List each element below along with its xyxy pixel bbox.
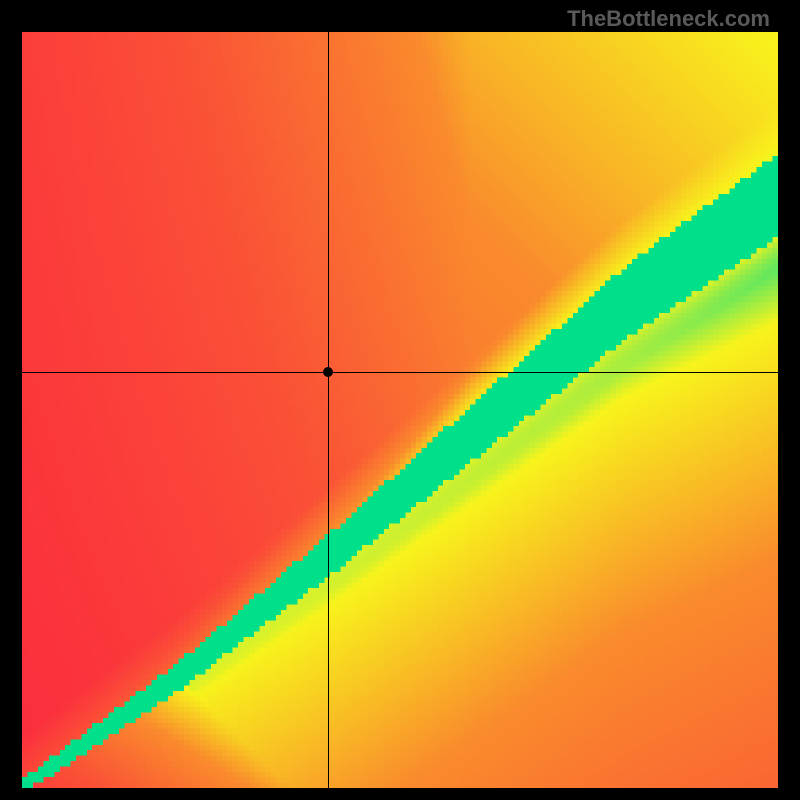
crosshair-vertical bbox=[328, 32, 329, 788]
crosshair-horizontal bbox=[22, 372, 778, 373]
watermark-text: TheBottleneck.com bbox=[567, 6, 770, 32]
chart-container: { "source_watermark": { "text": "TheBott… bbox=[0, 0, 800, 800]
bottleneck-heatmap bbox=[22, 32, 778, 788]
